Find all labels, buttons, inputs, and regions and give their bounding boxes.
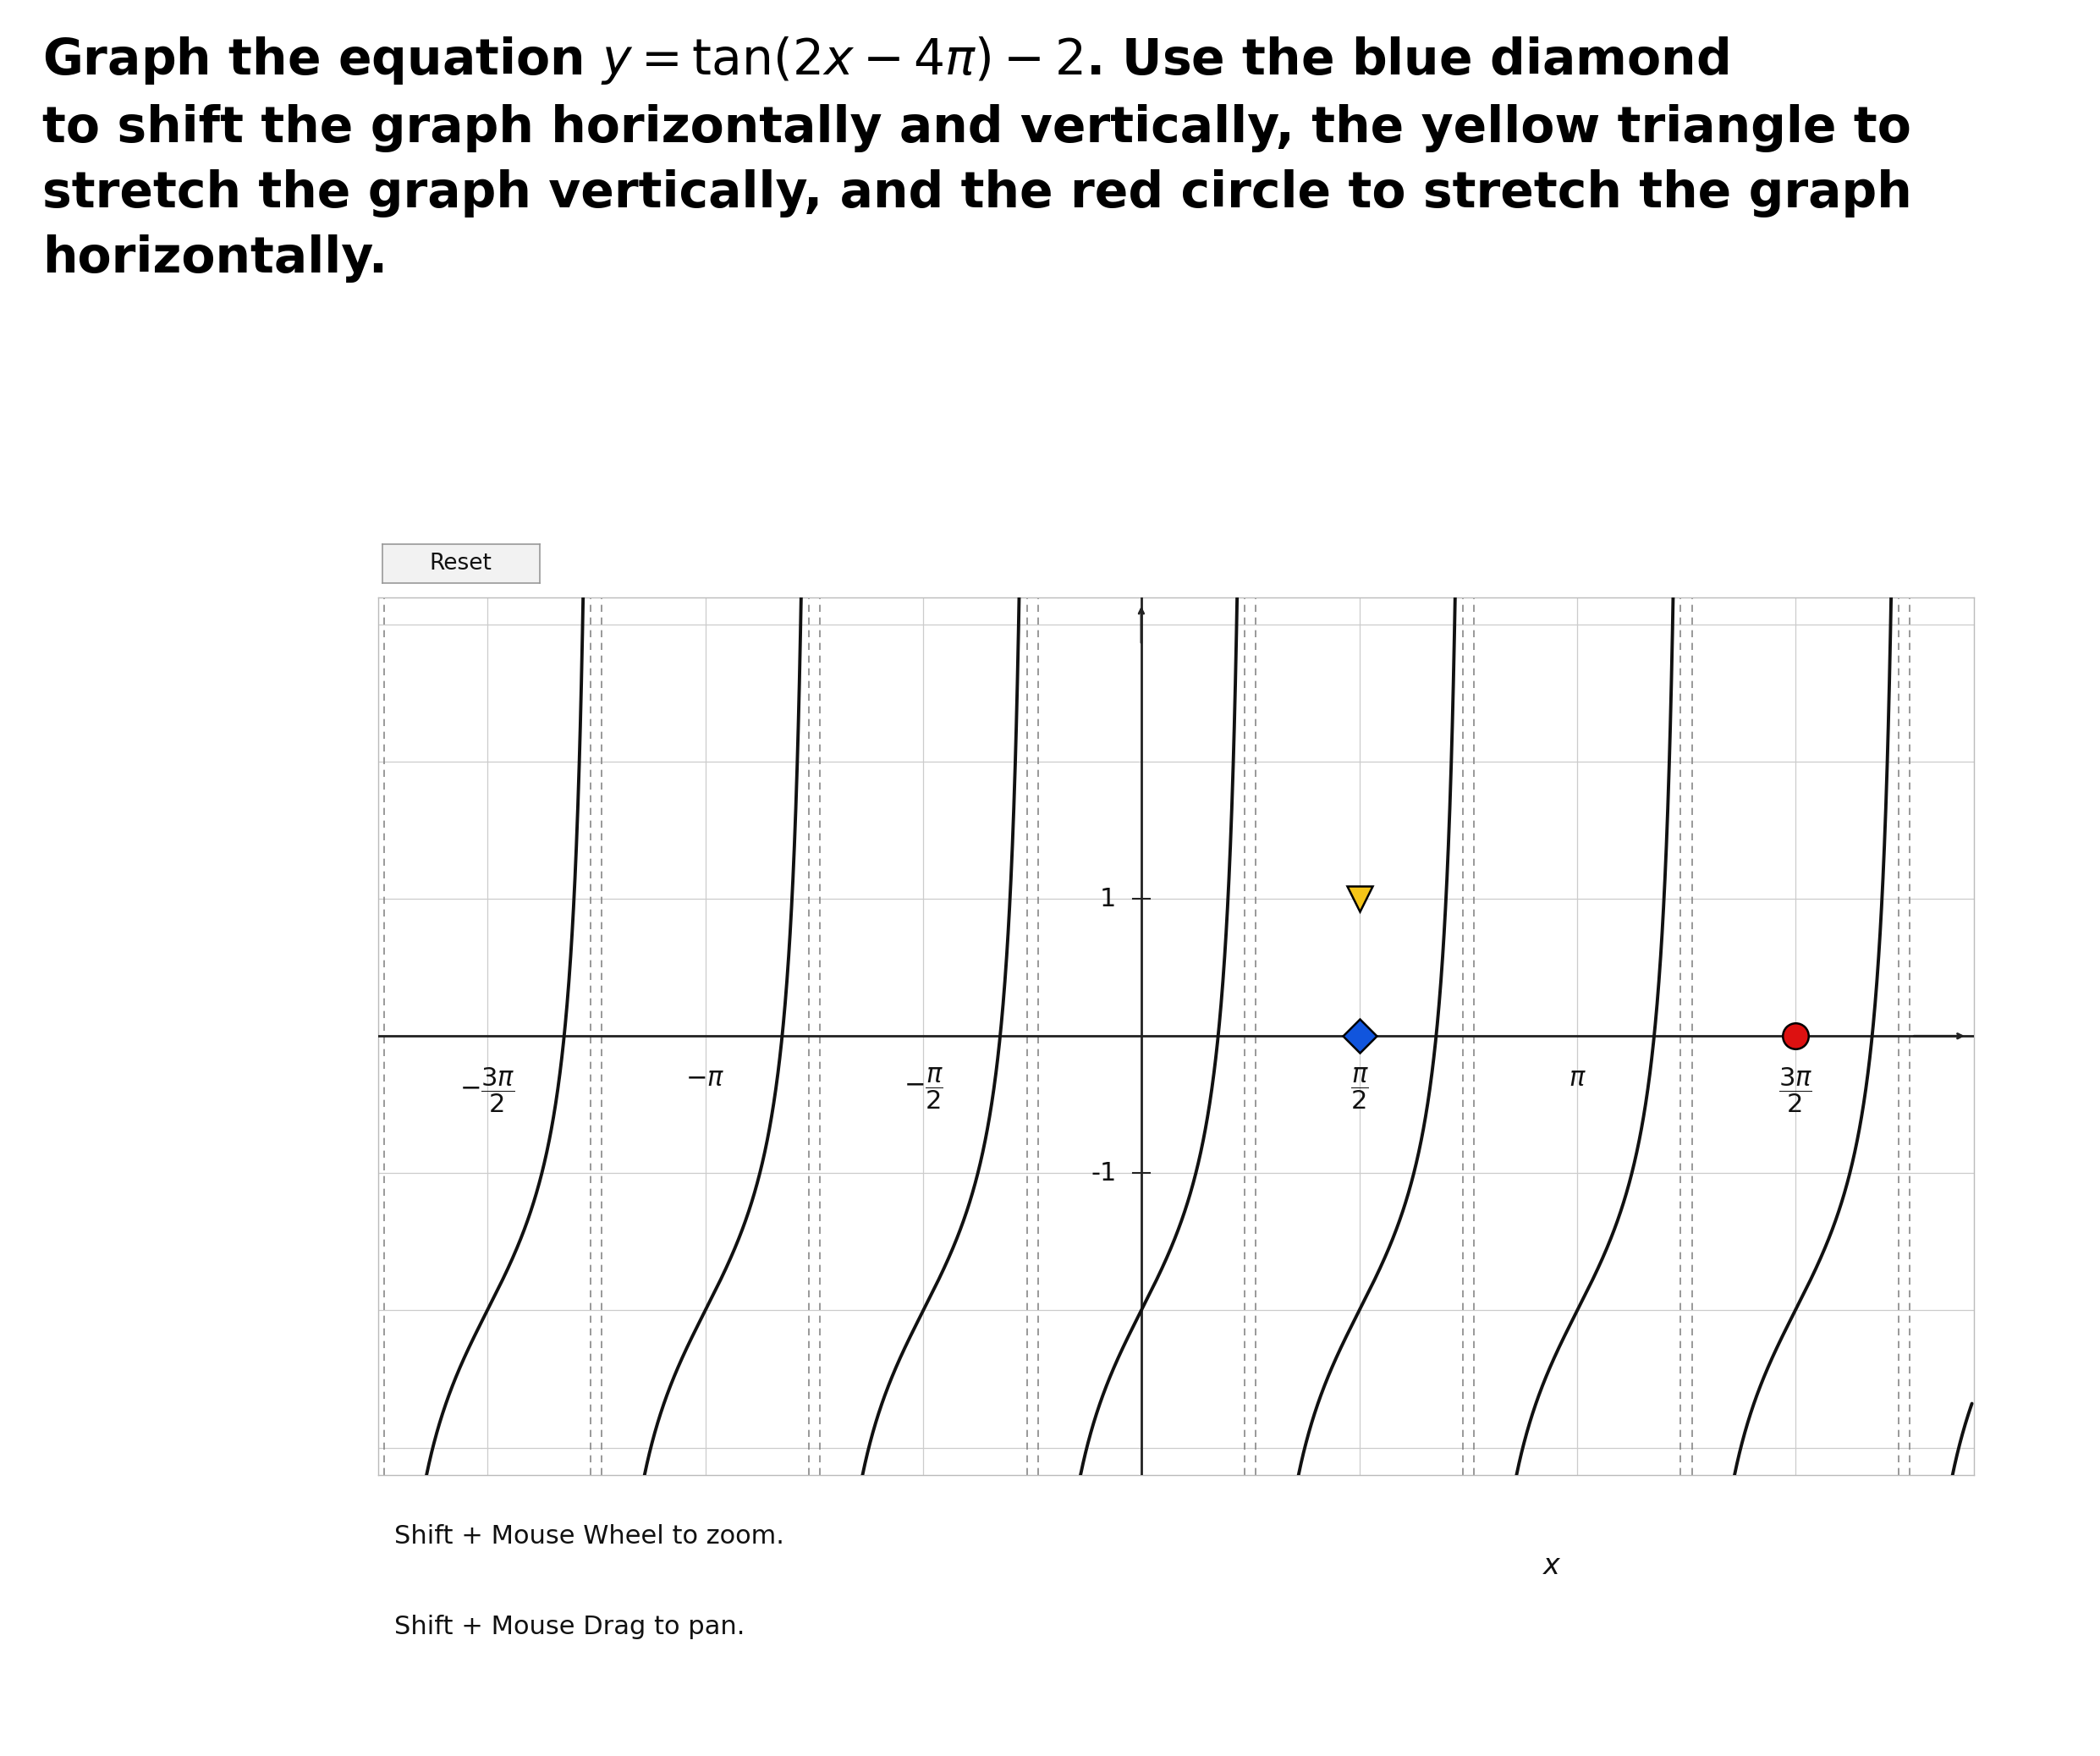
Text: $-\pi$: $-\pi$ (687, 1066, 724, 1090)
Text: Shift + Mouse Wheel to zoom.: Shift + Mouse Wheel to zoom. (395, 1524, 783, 1549)
Text: $-\dfrac{3\pi}{2}$: $-\dfrac{3\pi}{2}$ (460, 1066, 514, 1115)
Text: $\dfrac{3\pi}{2}$: $\dfrac{3\pi}{2}$ (1779, 1066, 1812, 1115)
Text: $\dfrac{\pi}{2}$: $\dfrac{\pi}{2}$ (1350, 1066, 1369, 1112)
Text: 1: 1 (1100, 887, 1117, 911)
Text: x: x (1544, 1552, 1560, 1580)
Text: Graph the equation $y = \mathrm{tan}(2x-4\pi)-2$. Use the blue diamond
to shift : Graph the equation $y = \mathrm{tan}(2x-… (42, 35, 1911, 283)
Text: $\pi$: $\pi$ (1569, 1066, 1586, 1090)
Text: Shift + Mouse Drag to pan.: Shift + Mouse Drag to pan. (395, 1616, 746, 1640)
Text: $-\dfrac{\pi}{2}$: $-\dfrac{\pi}{2}$ (903, 1066, 943, 1112)
Text: Reset: Reset (430, 553, 491, 574)
Text: -1: -1 (1090, 1161, 1117, 1185)
